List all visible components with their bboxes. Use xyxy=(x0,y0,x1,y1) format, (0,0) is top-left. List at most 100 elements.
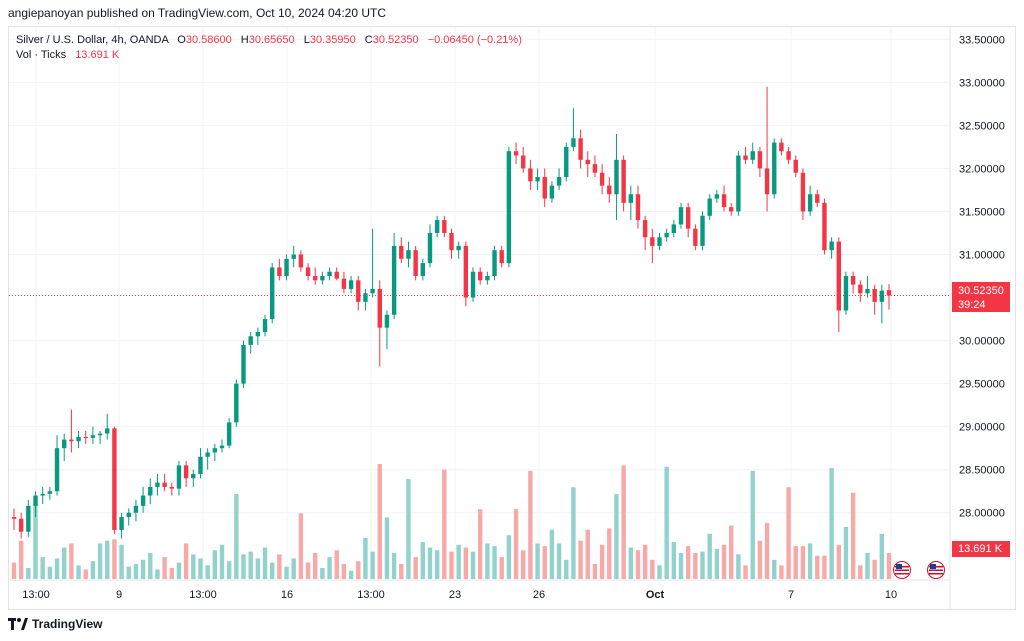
volume-bar xyxy=(148,552,153,579)
volume-bar xyxy=(564,559,569,579)
candle-body xyxy=(599,172,605,186)
volume-bar xyxy=(442,469,447,579)
volume-bar xyxy=(506,535,512,579)
volume-bar xyxy=(191,554,196,579)
footer-brand-text: TradingView xyxy=(32,617,103,631)
volume-bar xyxy=(513,509,519,579)
low-value: 30.35950 xyxy=(309,34,356,46)
volume-bar xyxy=(248,551,253,579)
volume-bar xyxy=(764,522,770,579)
high-label: H xyxy=(240,34,249,46)
last-volume-tag: 13.691 K xyxy=(952,541,1010,557)
candle-body xyxy=(112,428,117,530)
y-tick-label: 28.00000 xyxy=(959,508,1005,520)
candle-body xyxy=(97,433,103,436)
volume-bar xyxy=(729,525,734,579)
candle-body xyxy=(148,486,153,496)
candle-body xyxy=(836,241,841,311)
candle-body xyxy=(513,151,519,156)
volume-bar xyxy=(571,487,576,579)
open-value: 30.58600 xyxy=(185,34,232,46)
volume-bar xyxy=(97,543,103,579)
candle-body xyxy=(69,439,74,442)
y-tick-label: 28.50000 xyxy=(959,465,1005,477)
volume-bar xyxy=(406,479,411,579)
candle-body xyxy=(793,159,798,173)
volume-bar xyxy=(399,563,404,579)
y-tick-label: 30.00000 xyxy=(959,336,1005,348)
symbol-label[interactable]: Silver / U.S. Dollar, 4h, OANDA xyxy=(16,34,169,46)
candle-body xyxy=(26,505,31,532)
candle-body xyxy=(477,271,483,281)
candle-body xyxy=(800,172,806,212)
volume-bar xyxy=(219,544,225,579)
candle-body xyxy=(341,278,347,289)
x-tick-label: 26 xyxy=(533,589,545,601)
us-flag-icon[interactable] xyxy=(893,561,911,579)
candle-body xyxy=(442,220,447,233)
volume-bar xyxy=(370,551,375,579)
candle-body xyxy=(492,250,497,277)
volume-bar xyxy=(11,562,17,579)
volume-bar xyxy=(427,547,433,579)
change-value: −0.06450 (−0.21%) xyxy=(427,34,522,46)
volume-bar xyxy=(255,558,261,579)
candle-body xyxy=(241,344,246,384)
volume-bar xyxy=(678,552,684,579)
candle-body xyxy=(105,428,110,434)
candle-body xyxy=(815,194,820,203)
volume-bar xyxy=(886,552,892,579)
volume-bar xyxy=(607,528,612,579)
candle-body xyxy=(212,448,218,453)
us-flag-icon[interactable] xyxy=(927,561,945,579)
volume-bar xyxy=(485,543,490,579)
volume-bar xyxy=(621,465,626,579)
candle-body xyxy=(549,185,555,199)
volume-bar xyxy=(556,543,562,579)
x-tick-label: 23 xyxy=(449,589,461,601)
volume-bar xyxy=(420,542,426,579)
footer-brand[interactable]: TradingView xyxy=(8,617,102,631)
volume-bar xyxy=(685,546,691,579)
volume-bar xyxy=(356,561,361,579)
volume-bar xyxy=(262,547,268,579)
volume-bar xyxy=(241,554,246,579)
close-label: C xyxy=(364,34,373,46)
volume-bar xyxy=(477,509,483,579)
volume-bar xyxy=(26,568,31,579)
last-price-value: 30.52350 xyxy=(958,285,1004,297)
y-tick-label: 31.50000 xyxy=(959,206,1005,218)
volume-bar xyxy=(628,547,634,579)
volume-bar xyxy=(650,559,655,579)
volume-bar xyxy=(348,570,354,579)
volume-bar xyxy=(234,494,239,579)
candle-body xyxy=(255,331,261,337)
candle-body xyxy=(269,267,275,320)
candle-body xyxy=(585,159,590,165)
volume-bar xyxy=(119,544,124,579)
candle-body xyxy=(521,155,526,169)
volume-label[interactable]: Vol · Ticks xyxy=(16,49,67,61)
volume-bar xyxy=(291,558,296,579)
volume-bar xyxy=(578,540,583,579)
volume-bar xyxy=(750,470,755,579)
volume-bar xyxy=(384,517,390,579)
candle-body xyxy=(205,452,210,457)
y-tick-label: 29.00000 xyxy=(959,422,1005,434)
candle-body xyxy=(872,288,877,302)
candle-body xyxy=(456,245,461,251)
candle-body xyxy=(886,290,892,296)
close-value: 30.52350 xyxy=(372,34,419,46)
candle-body xyxy=(406,250,411,259)
candle-body xyxy=(47,491,53,494)
candle-body xyxy=(427,232,433,264)
candle-body xyxy=(757,151,763,169)
candle-body xyxy=(621,159,626,203)
candle-body xyxy=(384,314,390,328)
volume-bar xyxy=(226,561,232,579)
volume-bar xyxy=(133,563,139,579)
candle-body xyxy=(305,267,311,277)
candle-body xyxy=(11,517,17,519)
volume-bar xyxy=(105,540,110,579)
